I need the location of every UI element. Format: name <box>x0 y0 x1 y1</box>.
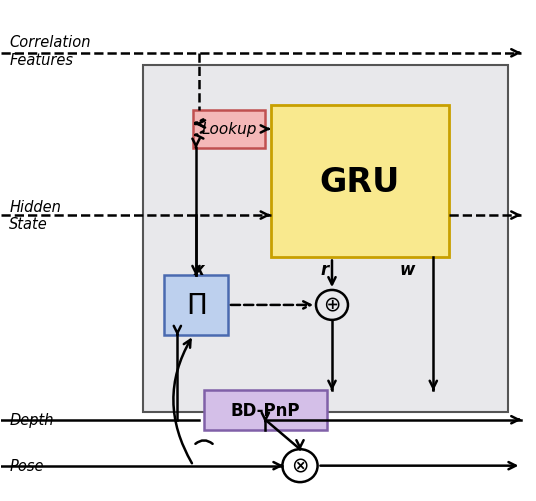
FancyBboxPatch shape <box>164 276 228 335</box>
FancyBboxPatch shape <box>204 390 326 430</box>
Text: GRU: GRU <box>320 165 400 198</box>
FancyBboxPatch shape <box>193 111 265 148</box>
Text: BD-PnP: BD-PnP <box>230 401 300 419</box>
Text: $\boldsymbol{r}$: $\boldsymbol{r}$ <box>319 261 331 279</box>
Text: Hidden
State: Hidden State <box>10 199 61 232</box>
Text: $\Pi$: $\Pi$ <box>186 292 206 319</box>
Text: Pose: Pose <box>10 458 44 473</box>
Text: $\otimes$: $\otimes$ <box>291 456 309 476</box>
Text: $\boldsymbol{x}$: $\boldsymbol{x}$ <box>193 261 207 279</box>
Text: Correlation
Features: Correlation Features <box>10 35 91 67</box>
FancyBboxPatch shape <box>271 106 449 258</box>
FancyBboxPatch shape <box>143 66 508 412</box>
Text: $\boldsymbol{w}$: $\boldsymbol{w}$ <box>399 261 416 279</box>
Text: $\oplus$: $\oplus$ <box>323 295 341 315</box>
Text: Depth: Depth <box>10 412 54 427</box>
Text: Lookup: Lookup <box>202 122 257 137</box>
